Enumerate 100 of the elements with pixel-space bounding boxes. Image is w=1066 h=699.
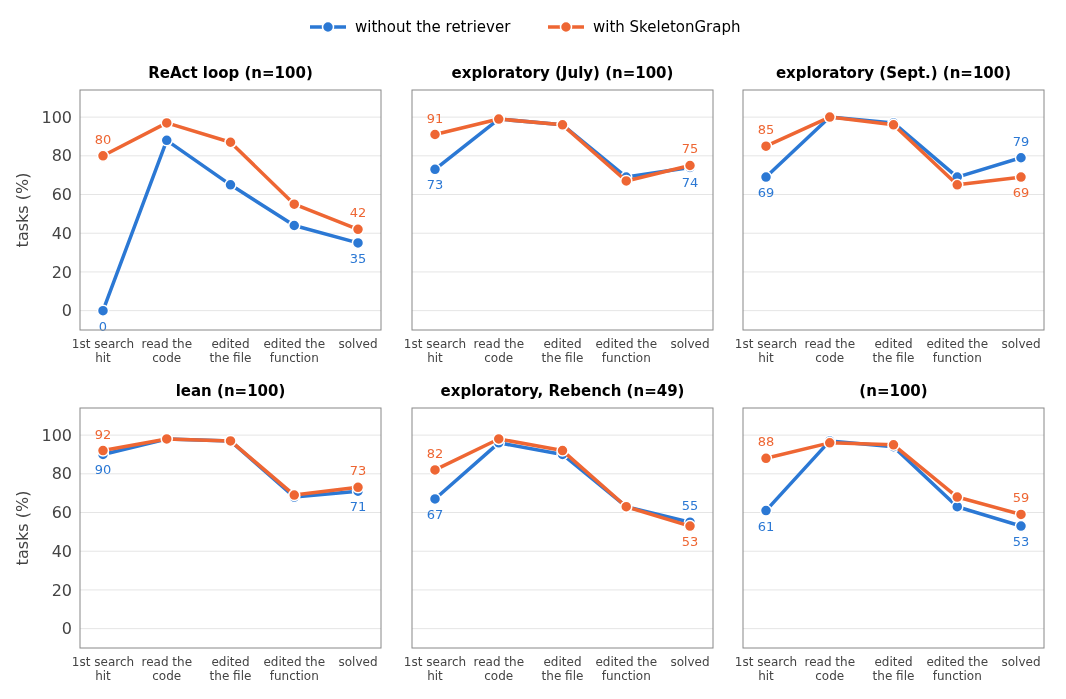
point (288, 219, 301, 232)
x-tick-label: edited the file (872, 337, 915, 365)
data-label: 74 (681, 175, 699, 191)
x-tick-label: edited the function (595, 337, 658, 365)
x-tick-label: 1st search hit (71, 337, 135, 365)
x-tick-label: read the code (141, 655, 193, 683)
chart-title: lean (n=100) (175, 382, 286, 400)
y-tick-label: 80 (51, 464, 72, 484)
y-tick-label: 60 (51, 503, 72, 523)
point (96, 149, 110, 163)
y-tick-label: 20 (51, 262, 72, 282)
point (759, 452, 773, 465)
data-label: 67 (426, 506, 444, 522)
point (620, 174, 633, 188)
x-tick-label: edited the function (926, 655, 989, 683)
x-tick-label: 1st search hit (403, 337, 467, 365)
x-tick-label: read the code (473, 337, 525, 365)
y-tick-label: 100 (41, 107, 72, 127)
point (1014, 519, 1028, 533)
y-tick-label: 40 (51, 541, 72, 561)
data-label: 59 (1012, 490, 1030, 506)
chart-title: exploratory (Sept.) (n=100) (775, 64, 1012, 82)
point (224, 178, 237, 192)
x-tick-label: read the code (804, 655, 856, 683)
x-tick-label: 1st search hit (71, 655, 135, 683)
data-label: 0 (98, 318, 108, 334)
x-tick-label: edited the file (541, 655, 584, 683)
y-tick-label: 100 (41, 425, 72, 445)
x-tick-label: read the code (473, 655, 525, 683)
data-label: 92 (94, 426, 112, 442)
x-tick-label: edited the function (595, 655, 658, 683)
x-tick-label: edited the function (926, 337, 989, 365)
point (759, 504, 773, 517)
point (759, 139, 773, 153)
point (759, 170, 773, 184)
point (951, 490, 964, 504)
data-label: 61 (757, 518, 775, 534)
data-label: 42 (349, 205, 367, 221)
point (96, 304, 110, 317)
y-tick-label: 0 (61, 619, 72, 639)
data-label: 69 (1012, 185, 1030, 201)
data-label: 91 (426, 110, 444, 126)
x-tick-label: solved (670, 655, 710, 669)
x-tick-label: 1st search hit (734, 655, 798, 683)
x-tick-label: edited the file (209, 655, 252, 683)
chart-title: exploratory (July) (n=100) (451, 64, 674, 82)
y-tick-label: 60 (51, 185, 72, 205)
point (1014, 151, 1028, 164)
x-tick-label: edited the file (872, 655, 915, 683)
data-label: 35 (349, 250, 367, 266)
point (428, 463, 442, 477)
point (351, 223, 365, 236)
data-label: 82 (426, 445, 444, 461)
data-label: 90 (94, 462, 112, 478)
x-tick-label: solved (670, 337, 710, 351)
x-tick-label: solved (1001, 337, 1041, 351)
data-label: 55 (681, 498, 699, 514)
point (951, 178, 964, 192)
y-tick-label: 20 (51, 580, 72, 600)
x-tick-label: edited the file (541, 337, 584, 365)
point (428, 492, 442, 506)
x-tick-label: read the code (141, 337, 193, 365)
point (492, 432, 505, 446)
y-axis-title: tasks (%) (13, 490, 32, 566)
data-label: 88 (757, 434, 775, 450)
data-label: 71 (349, 499, 367, 515)
data-label: 75 (681, 141, 699, 157)
point (351, 481, 365, 494)
chart-title: exploratory, Rebench (n=49) (440, 382, 685, 400)
legend-label: without the retriever (355, 18, 512, 37)
data-label: 53 (1012, 534, 1030, 550)
point (556, 444, 569, 457)
x-tick-label: read the code (804, 337, 856, 365)
data-label: 85 (757, 122, 775, 138)
y-tick-label: 80 (51, 146, 72, 166)
point (1014, 170, 1028, 184)
y-tick-label: 0 (61, 301, 72, 321)
x-tick-label: solved (338, 337, 378, 351)
data-label: 73 (349, 463, 367, 479)
point (224, 136, 237, 149)
point (160, 116, 173, 130)
data-label: 80 (94, 131, 112, 147)
point (96, 444, 110, 457)
point (428, 163, 442, 176)
x-tick-label: 1st search hit (734, 337, 798, 365)
x-tick-label: solved (1001, 655, 1041, 669)
x-tick-label: edited the function (263, 337, 326, 365)
point (1014, 508, 1028, 521)
point (683, 519, 697, 533)
x-tick-label: edited the function (263, 655, 326, 683)
x-tick-label: solved (338, 655, 378, 669)
point (351, 236, 365, 250)
data-label: 79 (1012, 133, 1030, 149)
chart-title: (n=100) (859, 382, 928, 400)
point (428, 128, 442, 141)
chart-title: ReAct loop (n=100) (148, 64, 313, 82)
data-label: 53 (681, 534, 699, 550)
y-axis-title: tasks (%) (13, 172, 32, 248)
legend-label: with SkeletonGraph (593, 18, 741, 37)
y-tick-label: 40 (51, 223, 72, 243)
